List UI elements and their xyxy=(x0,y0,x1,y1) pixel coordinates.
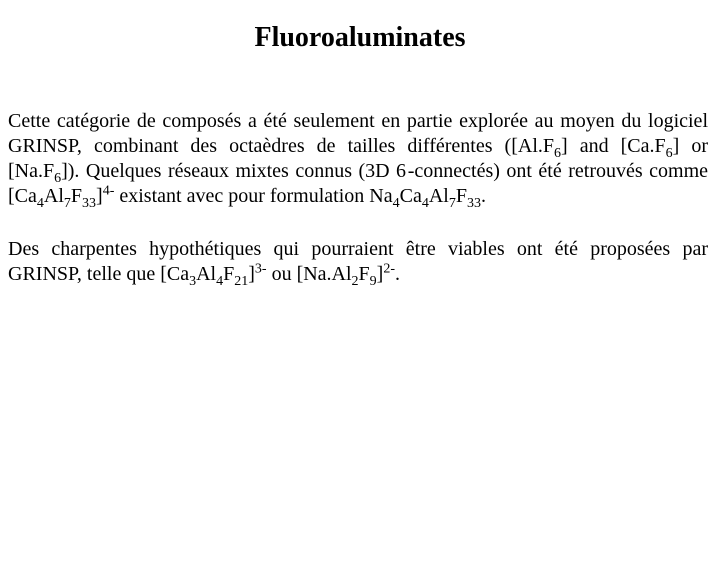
paragraph-1: Cette catégorie de composés a été seulem… xyxy=(8,109,708,209)
slide-page: Fluoroaluminates Cette catégorie de comp… xyxy=(0,22,720,562)
paragraph-2: Des charpentes hypothétiques qui pourrai… xyxy=(8,237,708,287)
page-title: Fluoroaluminates xyxy=(0,22,720,54)
